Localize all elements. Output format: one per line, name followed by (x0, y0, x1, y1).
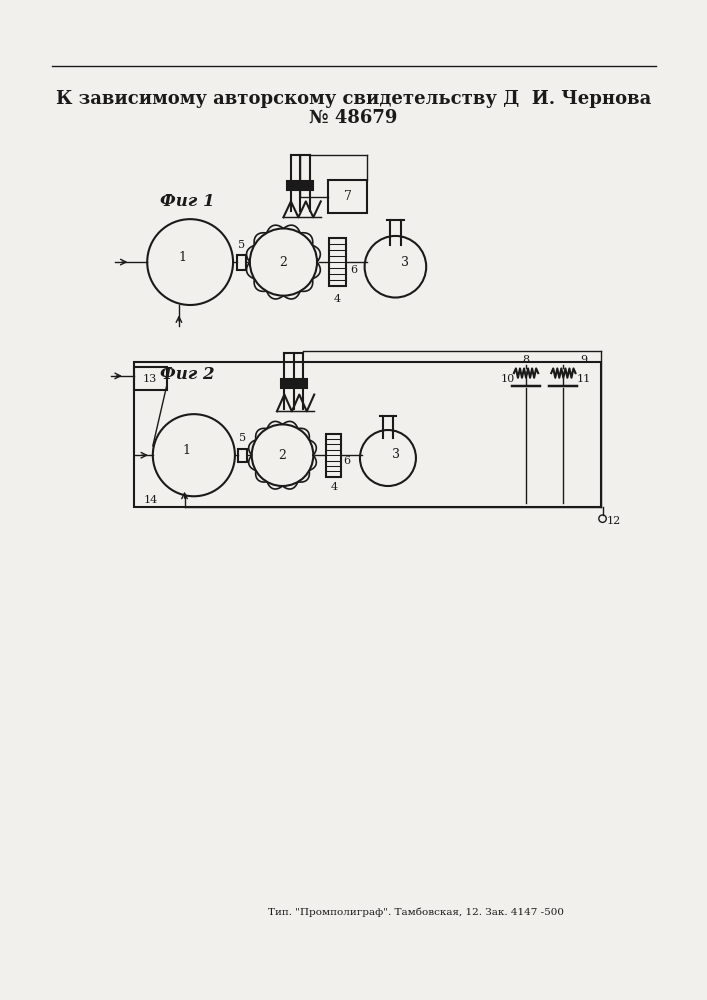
Bar (287, 181, 295, 190)
Text: 11: 11 (577, 374, 591, 384)
Bar (281, 379, 288, 388)
Text: 5: 5 (238, 240, 245, 250)
Bar (238, 449, 247, 462)
Text: Фиг 2: Фиг 2 (160, 366, 215, 383)
Bar (290, 379, 298, 388)
Bar (296, 181, 304, 190)
Text: 3: 3 (392, 448, 400, 461)
Text: 3: 3 (401, 256, 409, 269)
Text: 6: 6 (350, 265, 357, 275)
Text: 5: 5 (239, 433, 246, 443)
Bar (134, 367, 167, 390)
Text: 6: 6 (344, 456, 351, 466)
Text: 14: 14 (144, 495, 158, 505)
Text: 1: 1 (179, 251, 187, 264)
Bar (328, 180, 368, 213)
Text: Тип. "Промполиграф". Тамбовская, 12. Зак. 4147 -500: Тип. "Промполиграф". Тамбовская, 12. Зак… (268, 908, 564, 917)
Text: 4: 4 (334, 294, 341, 304)
Bar (329, 238, 346, 286)
Text: 10: 10 (501, 374, 515, 384)
Text: Фиг 1: Фиг 1 (160, 193, 215, 210)
Text: 12: 12 (607, 516, 621, 526)
Text: 4: 4 (330, 482, 337, 492)
Text: К зависимому авторскому свидетельству Д  И. Чернова: К зависимому авторскому свидетельству Д … (56, 90, 651, 108)
Text: № 48679: № 48679 (309, 108, 397, 126)
Bar (299, 379, 307, 388)
Text: 2: 2 (279, 449, 286, 462)
Text: 1: 1 (182, 444, 190, 457)
Bar (306, 181, 313, 190)
Text: 13: 13 (143, 374, 157, 384)
Bar (134, 362, 601, 507)
Text: 8: 8 (522, 355, 530, 365)
Bar (327, 434, 341, 477)
Bar (237, 255, 246, 270)
Text: 2: 2 (279, 256, 287, 269)
Text: 7: 7 (344, 190, 352, 203)
Text: 9: 9 (580, 355, 588, 365)
